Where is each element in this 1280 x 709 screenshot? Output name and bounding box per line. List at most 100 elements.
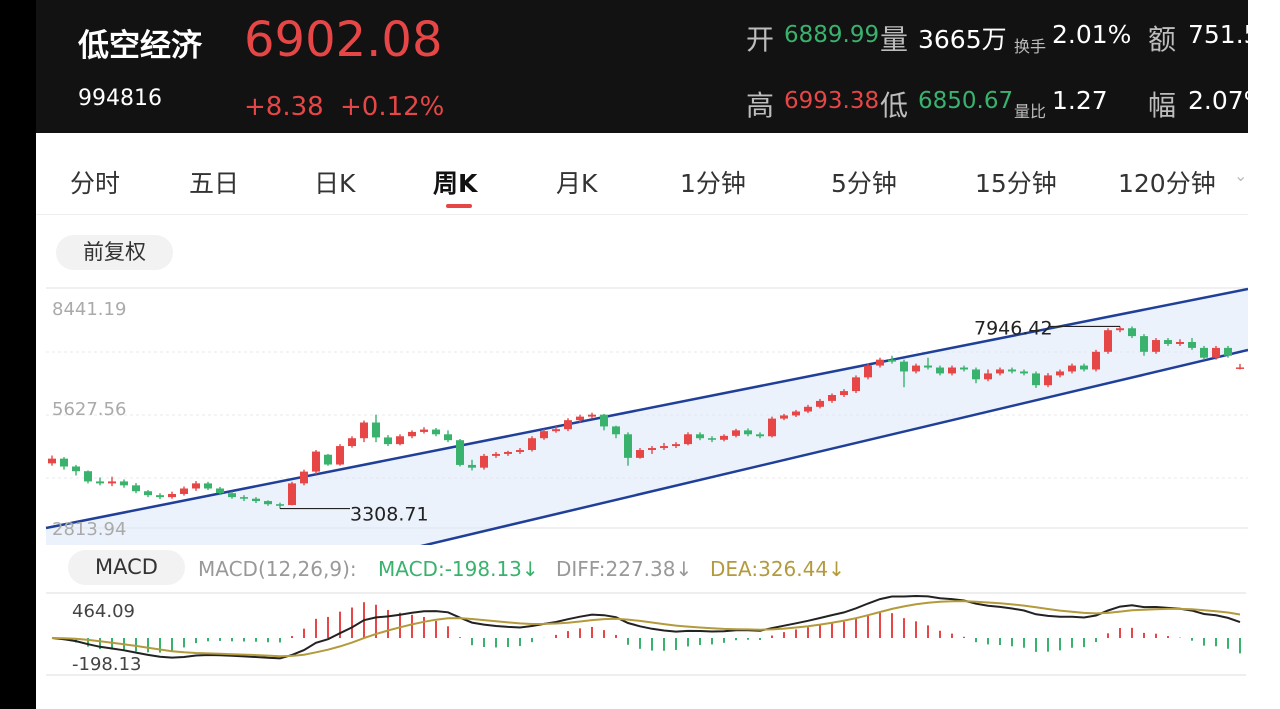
tab-daily-k[interactable]: 日K [314, 169, 356, 198]
candle [60, 457, 68, 470]
candle [732, 428, 740, 438]
candle [1212, 345, 1220, 360]
y-label-bottom: 2813.94 [52, 519, 126, 540]
amount-label: 额 [1148, 23, 1177, 56]
candle [888, 355, 896, 364]
candle [276, 502, 284, 509]
candle [948, 365, 956, 376]
turnover-label: 换手 [1014, 37, 1047, 56]
open-label: 开 [746, 23, 775, 56]
candle [288, 481, 296, 506]
tab-weekly-k[interactable]: 周K [433, 169, 478, 198]
candle [264, 500, 272, 506]
tab-five-day[interactable]: 五日 [189, 169, 240, 198]
candle [672, 442, 680, 449]
candle [120, 479, 128, 488]
candle [660, 442, 668, 451]
candle [1044, 373, 1052, 388]
diff-value: DIFF:227.38↓ [556, 557, 693, 581]
candle [600, 413, 608, 431]
candle [312, 450, 320, 475]
channel-upper-line [45, 287, 1248, 530]
candle [84, 470, 92, 484]
candle [216, 486, 224, 496]
candle [840, 389, 848, 397]
candle [708, 436, 716, 443]
amplitude-label: 幅 [1148, 89, 1177, 122]
candle [1092, 349, 1100, 372]
macd-chart[interactable]: 464.09 -198.13 [36, 590, 1248, 685]
high-annotation: 7946.42 [974, 317, 1053, 339]
candle [420, 427, 428, 434]
last-price: 6902.08 [244, 12, 443, 68]
stock-name: 低空经济 [78, 28, 202, 64]
candle [432, 428, 440, 437]
candle [1164, 338, 1172, 346]
stock-code: 994816 [78, 86, 162, 111]
candle [468, 459, 476, 471]
candle [792, 409, 800, 418]
candle [204, 481, 212, 491]
candle [912, 363, 920, 374]
candle [564, 418, 572, 432]
candle [168, 491, 176, 499]
candle [780, 413, 788, 421]
candle [228, 491, 236, 499]
tab-15min[interactable]: 15分钟 [975, 169, 1057, 198]
tab-120min[interactable]: 120分钟 [1118, 169, 1216, 198]
indicator-button[interactable]: MACD [68, 550, 185, 585]
candle [816, 398, 824, 409]
quote-header: 低空经济 994816 6902.08 +8.38 +0.12% 开 6889.… [36, 0, 1248, 133]
candle [576, 414, 584, 423]
candle [612, 425, 620, 439]
macd-params: MACD(12,26,9): [198, 557, 357, 581]
candle [156, 493, 164, 500]
candle [648, 446, 656, 454]
candle [516, 448, 524, 454]
candle [144, 490, 152, 498]
tab-1min[interactable]: 1分钟 [680, 169, 746, 198]
tab-monthly-k[interactable]: 月K [556, 169, 598, 198]
candle [1128, 326, 1136, 339]
chevron-down-icon[interactable]: ⌄ [1234, 166, 1248, 185]
price-change-pct: +0.12% [340, 92, 445, 122]
candle [996, 367, 1004, 376]
volume-ratio-label: 量比 [1014, 102, 1047, 121]
candle [1008, 367, 1016, 374]
tab-intraday[interactable]: 分时 [70, 169, 121, 198]
candle [756, 432, 764, 439]
candle [984, 369, 992, 382]
candle [396, 434, 404, 446]
candle [972, 367, 980, 384]
candle [492, 451, 500, 458]
candle [1140, 334, 1148, 356]
amount-value: 751.5 [1188, 20, 1248, 49]
low-annotation: 3308.71 [350, 504, 429, 526]
candle [1020, 369, 1028, 376]
candle [552, 426, 560, 433]
low-value: 6850.67 [918, 88, 1014, 114]
candle [324, 453, 332, 466]
candle [636, 448, 644, 459]
candlestick-chart[interactable]: 7946.42 3308.71 8441.19 5627.56 2813.94 [36, 285, 1248, 545]
high-value: 6993.38 [784, 88, 880, 114]
candle [1080, 363, 1088, 372]
tab-5min[interactable]: 5分钟 [831, 169, 897, 198]
diff-line [51, 594, 1241, 660]
candle [624, 432, 632, 466]
candle [684, 432, 692, 446]
candle [540, 429, 548, 440]
candle [696, 432, 704, 441]
y-label-top: 8441.19 [52, 299, 126, 320]
candle [1188, 338, 1196, 350]
candle [48, 455, 56, 466]
candle [336, 444, 344, 466]
candle [108, 476, 116, 487]
volume-ratio-value: 1.27 [1052, 86, 1108, 115]
candle [192, 481, 200, 491]
candle [1056, 369, 1064, 378]
candle [408, 430, 416, 439]
candle [372, 414, 380, 443]
adjust-button[interactable]: 前复权 [56, 235, 173, 270]
candle [1068, 363, 1076, 374]
